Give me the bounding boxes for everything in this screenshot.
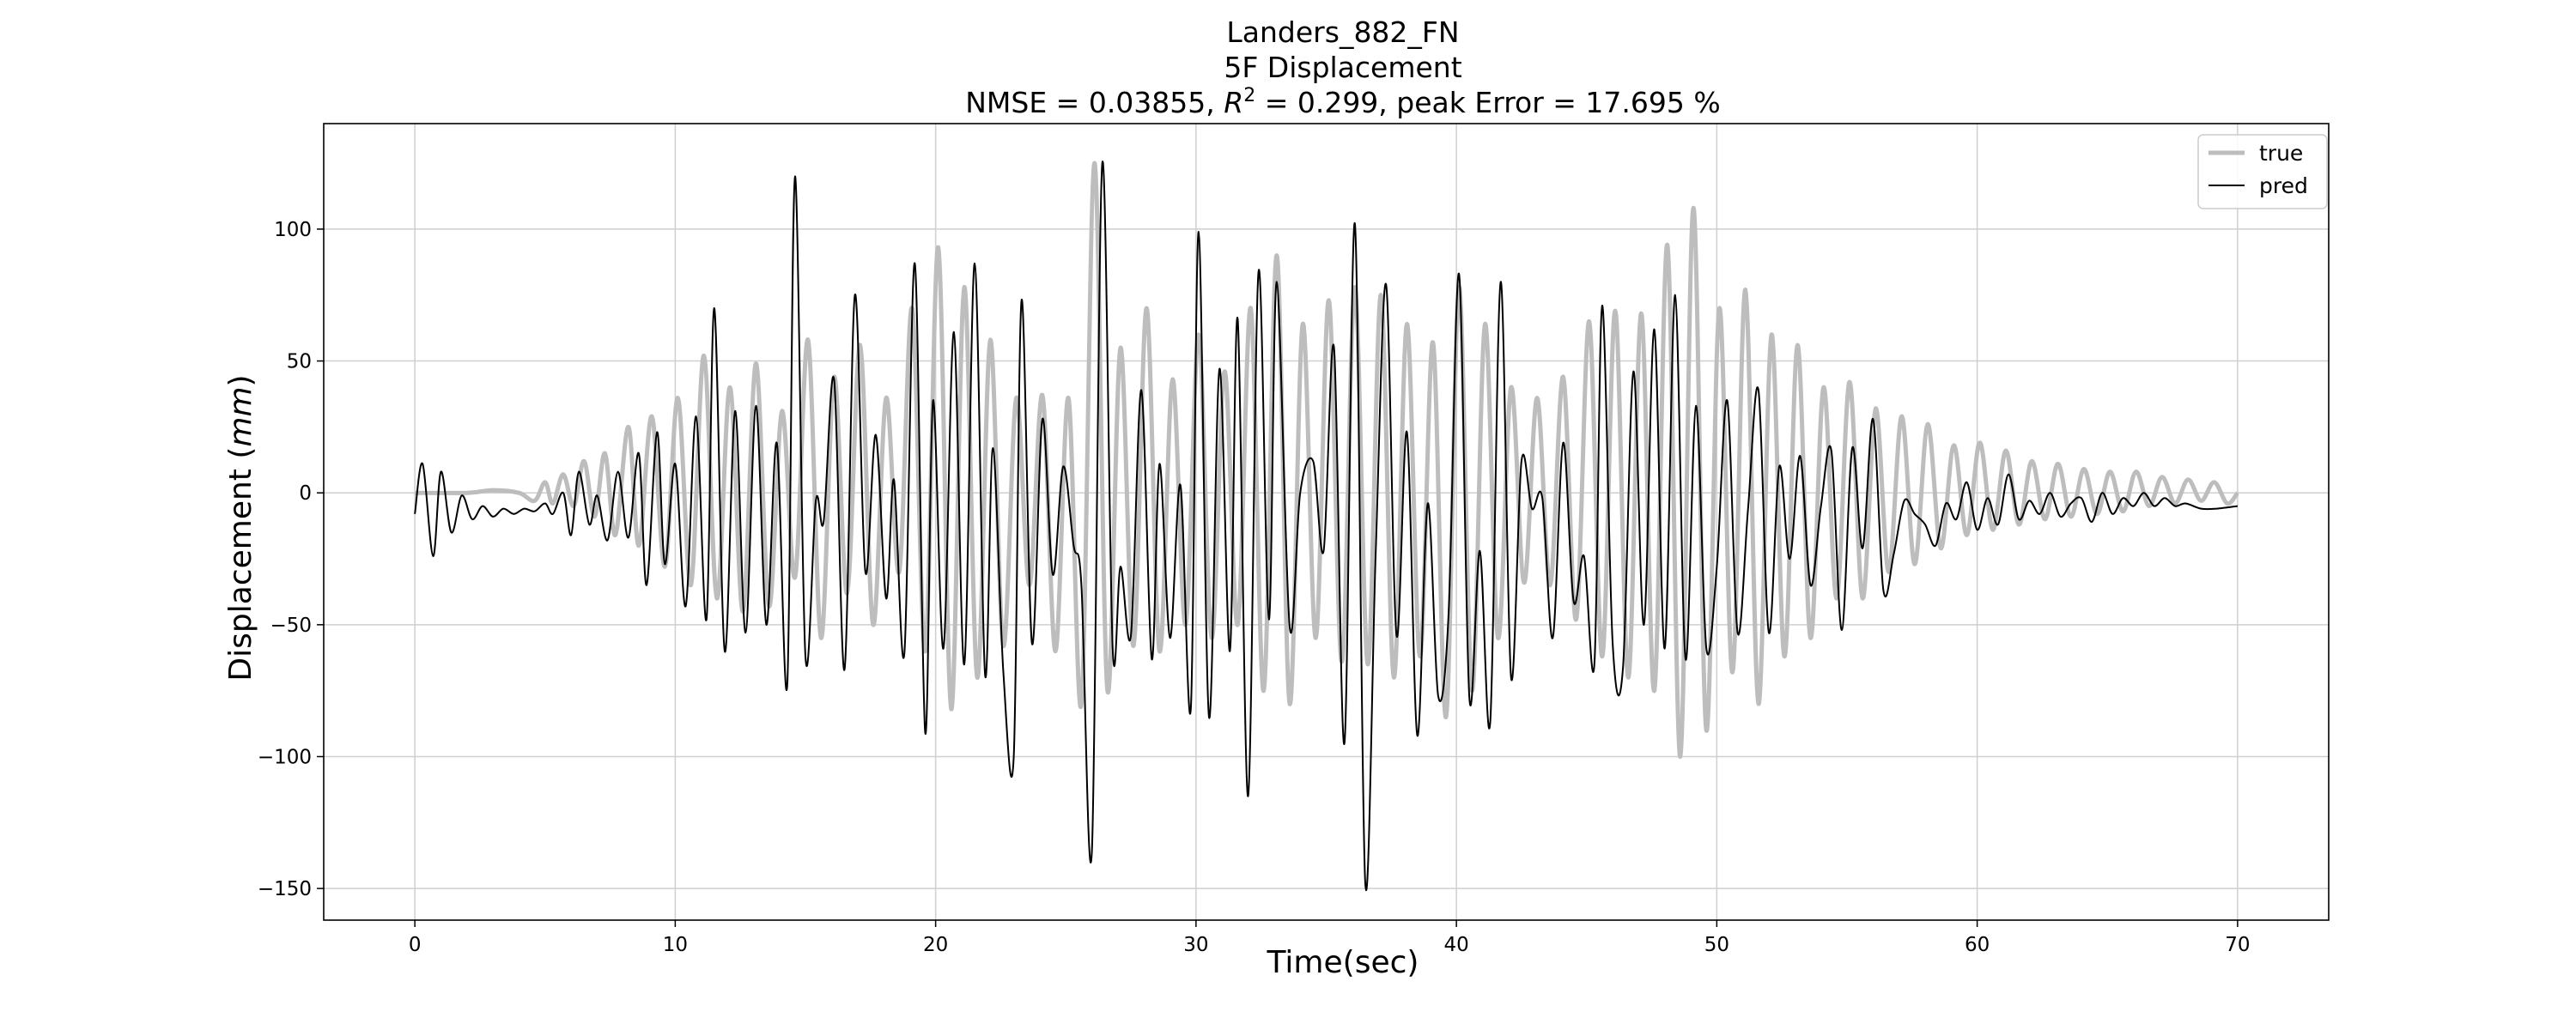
r2-symbol: R <box>1224 86 1243 119</box>
series-line-true <box>415 161 2239 760</box>
x-tick-label: 10 <box>663 934 688 956</box>
x-tick-label: 40 <box>1443 934 1468 956</box>
y-tick-label: 50 <box>287 351 312 373</box>
y-axis-label-unit: mm <box>223 386 258 446</box>
x-tick-label: 50 <box>1704 934 1729 956</box>
nmse-text: NMSE = 0.03855, <box>965 86 1224 119</box>
y-tick-label: 100 <box>274 219 312 241</box>
y-axis-label-prefix: Displacement ( <box>223 447 258 682</box>
r2-and-peak-error-text: = 0.299, peak Error = 17.695 % <box>1255 86 1721 119</box>
x-tick-label: 20 <box>923 934 948 956</box>
y-axis-label: Displacement (mm) <box>223 374 258 681</box>
series-layer <box>414 161 2239 892</box>
x-tick-label: 0 <box>409 934 422 956</box>
legend-label-true: true <box>2259 141 2303 166</box>
plot-frame <box>323 123 2330 921</box>
y-tick-label: −100 <box>258 746 312 768</box>
chart-metrics-line: NMSE = 0.03855, R2 = 0.299, peak Error =… <box>965 85 1721 119</box>
chart-title-line-1: Landers_882_FN <box>1226 15 1459 49</box>
x-tick-label: 30 <box>1183 934 1208 956</box>
chart-title-line-2: 5F Displacement <box>1224 51 1461 84</box>
y-tick-label: −50 <box>270 615 312 637</box>
y-tick-label: 0 <box>299 482 312 505</box>
r2-superscript: 2 <box>1243 85 1255 106</box>
x-tick-label: 70 <box>2225 934 2250 956</box>
y-tick-label: −150 <box>258 878 312 900</box>
series-line-pred <box>414 161 2239 892</box>
axis-ticks: 0 10 20 30 40 50 60 70 −150 −100 −50 0 50 100 <box>258 219 2251 956</box>
plot-area: 0 10 20 30 40 50 60 70 −150 −100 −50 0 50 100 <box>258 123 2330 956</box>
y-axis-label-suffix: ) <box>223 374 258 386</box>
legend: true pred <box>2197 134 2328 209</box>
legend-label-pred: pred <box>2259 173 2308 198</box>
x-tick-label: 60 <box>1965 934 1990 956</box>
x-axis-label: Time(sec) <box>1267 945 1419 980</box>
